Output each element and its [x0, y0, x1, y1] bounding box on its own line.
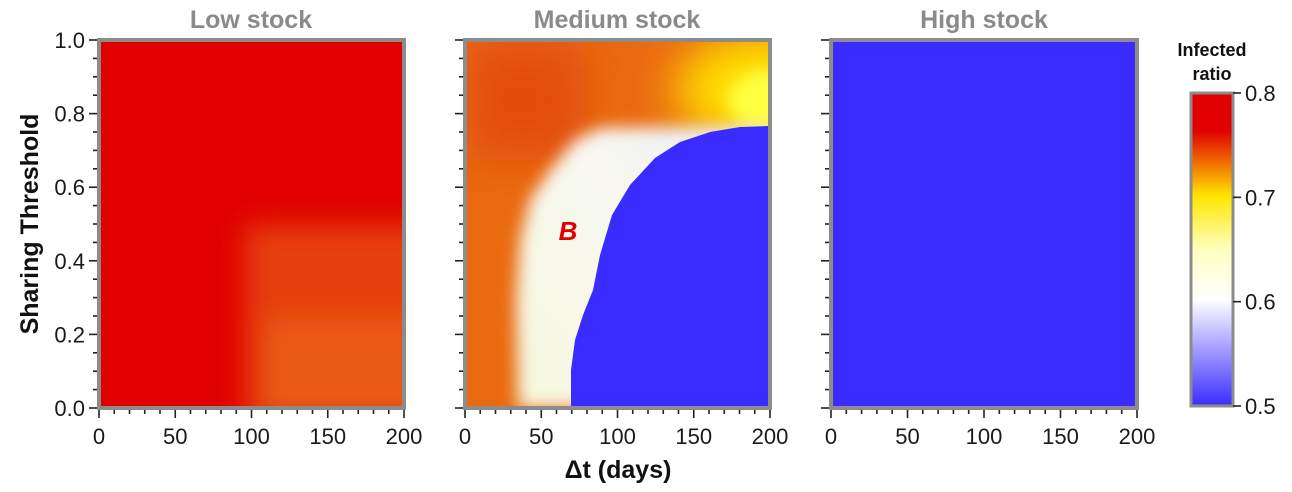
x-axis-title: Δt (days): [565, 456, 672, 484]
medium-region-dark-top: [465, 40, 585, 160]
colorbar: Infected ratio 0.8 0.7 0.6 0.5: [1177, 40, 1275, 419]
y-tick-label: 0.0: [54, 396, 85, 421]
medium-region-yellow-core: [728, 70, 770, 130]
x-tick-label: 0: [825, 424, 837, 449]
y-tick-label: 0.6: [54, 175, 85, 200]
region-label-b: B: [559, 216, 578, 246]
high-region-blue: [831, 40, 1137, 408]
panel-title-high: High stock: [920, 6, 1048, 34]
x-tick-label: 100: [599, 424, 636, 449]
panel-low-stock: Low stock: [97, 6, 406, 410]
panel-medium-stock: Medium stock B: [463, 6, 772, 410]
plot-frame-medium: [463, 38, 772, 410]
colorbar-title-line2: ratio: [1192, 64, 1231, 84]
x-tick-label: 50: [529, 424, 553, 449]
x-tick-label: 50: [163, 424, 187, 449]
y-tick-label: 1.0: [54, 28, 85, 53]
low-region-orange-red-lower: [265, 320, 404, 408]
colorbar-title-line1: Infected: [1177, 40, 1246, 60]
medium-region-blue: [571, 126, 770, 408]
y-tick-label: 0.8: [54, 102, 85, 127]
colorbar-tick-label: 0.5: [1245, 394, 1276, 419]
panel-title-low: Low stock: [190, 6, 312, 34]
x-tick-label: 50: [895, 424, 919, 449]
panel-high-stock: High stock: [829, 6, 1139, 410]
x-tick-label: 100: [966, 424, 1003, 449]
colorbar-tick-label: 0.8: [1245, 81, 1276, 106]
plot-frame-low: [97, 38, 406, 410]
colorbar-tick-label: 0.6: [1245, 290, 1276, 315]
x-tick-label: 200: [386, 424, 423, 449]
x-tick-label: 200: [1119, 424, 1156, 449]
panel-title-medium: Medium stock: [534, 6, 701, 34]
plot-frame-high: [829, 38, 1139, 410]
y-tick-label: 0.4: [54, 249, 85, 274]
x-tick-label: 0: [93, 424, 105, 449]
axes-layer: 0 50 100 150 200 0.0 0.2 0.4 0.6 0.8 1.0 0 50 100 150 2…: [54, 28, 1155, 449]
x-tick-label: 150: [309, 424, 346, 449]
x-tick-label: 100: [233, 424, 270, 449]
x-tick-label: 0: [459, 424, 471, 449]
x-tick-label: 150: [675, 424, 712, 449]
x-tick-label: 200: [752, 424, 789, 449]
colorbar-ticks: 0.8 0.7 0.6 0.5: [1233, 81, 1276, 419]
y-axis-title: Sharing Threshold: [16, 114, 44, 335]
colorbar-tick-label: 0.7: [1245, 185, 1276, 210]
x-tick-label: 150: [1042, 424, 1079, 449]
y-tick-label: 0.2: [54, 322, 85, 347]
colorbar-gradient: [1189, 91, 1235, 408]
